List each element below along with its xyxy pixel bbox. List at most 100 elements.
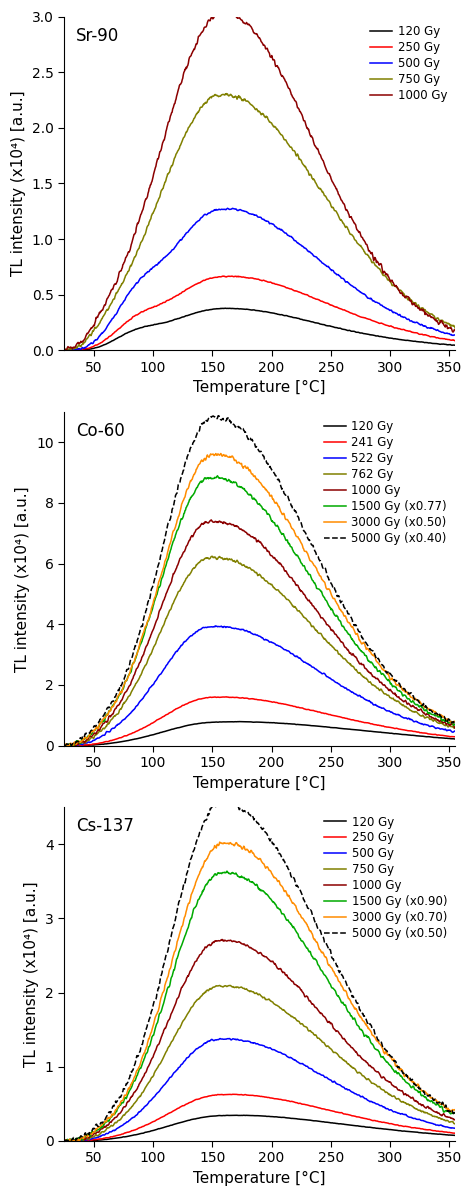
250 Gy [221,269,227,284]
3000 Gy (x0.70) [366,1022,372,1037]
241 Gy [61,739,67,753]
120 Gy [453,731,458,746]
1500 Gy (x0.90) [415,1083,420,1098]
1000 Gy [64,739,69,753]
241 Gy [63,739,68,753]
762 Gy [157,626,163,640]
500 Gy [157,1083,163,1098]
1000 Gy [319,610,325,625]
241 Gy [319,706,325,721]
120 Gy [72,344,78,358]
3000 Gy (x0.70) [157,996,163,1010]
500 Gy [414,1112,420,1126]
5000 Gy (x0.40) [157,553,163,567]
500 Gy [453,1122,458,1136]
1500 Gy (x0.77) [172,530,178,545]
1500 Gy (x0.77) [367,655,373,669]
1000 Gy [172,97,177,111]
750 Gy [61,1134,67,1148]
250 Gy [185,281,191,296]
5000 Gy (x0.40) [172,494,177,509]
3000 Gy (x0.70) [319,946,324,960]
750 Gy [453,1117,458,1131]
120 Gy [172,1117,177,1131]
750 Gy [319,183,324,198]
1000 Gy [414,299,420,314]
Line: 750 Gy: 750 Gy [64,93,456,351]
5000 Gy (x0.40) [185,449,191,463]
120 Gy [185,308,191,322]
120 Gy [415,334,420,348]
500 Gy [366,1094,372,1108]
762 Gy [366,675,372,689]
1500 Gy (x0.77) [64,739,69,753]
3000 Gy (x0.50) [319,572,325,587]
250 Gy [63,344,68,358]
Text: Co-60: Co-60 [76,421,125,440]
500 Gy [185,1050,191,1064]
750 Gy [66,1134,72,1148]
1000 Gy [367,1058,373,1073]
250 Gy [453,334,458,348]
250 Gy [172,290,178,304]
5000 Gy (x0.50) [367,1017,373,1032]
120 Gy [63,739,68,753]
750 Gy [157,190,163,205]
750 Gy [172,151,177,165]
750 Gy [185,1005,191,1020]
1000 Gy [185,535,191,549]
Line: 3000 Gy (x0.70): 3000 Gy (x0.70) [64,843,456,1141]
120 Gy [319,317,325,332]
3000 Gy (x0.50) [367,644,373,658]
5000 Gy (x0.50) [61,1134,67,1148]
750 Gy [415,1102,420,1117]
120 Gy [61,739,67,753]
1500 Gy (x0.90) [224,864,230,879]
120 Gy [185,1113,191,1128]
1500 Gy (x0.77) [157,578,163,593]
1000 Gy [219,932,225,947]
Line: 1000 Gy: 1000 Gy [64,519,456,746]
5000 Gy (x0.50) [415,1080,420,1094]
522 Gy [453,724,458,739]
250 Gy [157,1111,163,1125]
Line: 522 Gy: 522 Gy [64,626,456,746]
120 Gy [61,342,67,357]
Legend: 120 Gy, 241 Gy, 522 Gy, 762 Gy, 1000 Gy, 1500 Gy (x0.77), 3000 Gy (x0.50), 5000 : 120 Gy, 241 Gy, 522 Gy, 762 Gy, 1000 Gy,… [322,418,449,547]
500 Gy [157,255,163,269]
1000 Gy [366,243,372,257]
Line: 3000 Gy (x0.50): 3000 Gy (x0.50) [64,454,456,746]
5000 Gy (x0.50) [157,971,163,985]
762 Gy [61,739,67,753]
3000 Gy (x0.70) [61,1134,67,1148]
241 Gy [415,725,420,740]
Line: 1000 Gy: 1000 Gy [64,940,456,1141]
Line: 250 Gy: 250 Gy [64,277,456,351]
500 Gy [218,1032,223,1046]
Legend: 120 Gy, 250 Gy, 500 Gy, 750 Gy, 1000 Gy, 1500 Gy (x0.90), 3000 Gy (x0.70), 5000 : 120 Gy, 250 Gy, 500 Gy, 750 Gy, 1000 Gy,… [322,813,449,942]
5000 Gy (x0.50) [453,1106,458,1120]
X-axis label: Temperature [°C]: Temperature [°C] [193,776,326,790]
3000 Gy (x0.50) [415,693,420,707]
1000 Gy [157,602,163,616]
500 Gy [172,1065,177,1080]
1000 Gy [172,564,178,578]
762 Gy [210,549,215,564]
1500 Gy (x0.90) [319,964,325,978]
250 Gy [367,1112,373,1126]
1500 Gy (x0.90) [62,1134,67,1148]
522 Gy [213,619,219,633]
120 Gy [319,1114,324,1129]
5000 Gy (x0.40) [61,739,67,753]
1000 Gy [415,1095,420,1110]
241 Gy [157,711,163,725]
500 Gy [225,201,230,215]
241 Gy [172,703,178,717]
Line: 1500 Gy (x0.90): 1500 Gy (x0.90) [64,871,456,1141]
1000 Gy [367,666,373,680]
1500 Gy (x0.77) [185,496,191,510]
1000 Gy [319,151,324,165]
250 Gy [453,1126,458,1141]
1000 Gy [68,1134,73,1148]
241 Gy [185,695,191,710]
